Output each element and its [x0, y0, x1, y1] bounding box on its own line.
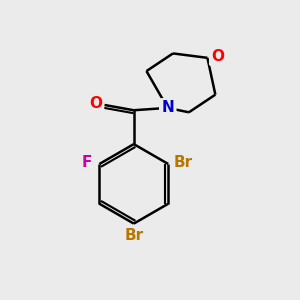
Text: N: N	[161, 100, 174, 116]
Text: Br: Br	[124, 229, 143, 244]
Text: N: N	[161, 101, 174, 116]
Text: F: F	[82, 155, 92, 170]
Text: Br: Br	[173, 155, 193, 170]
Text: O: O	[89, 96, 102, 111]
Text: O: O	[211, 49, 224, 64]
